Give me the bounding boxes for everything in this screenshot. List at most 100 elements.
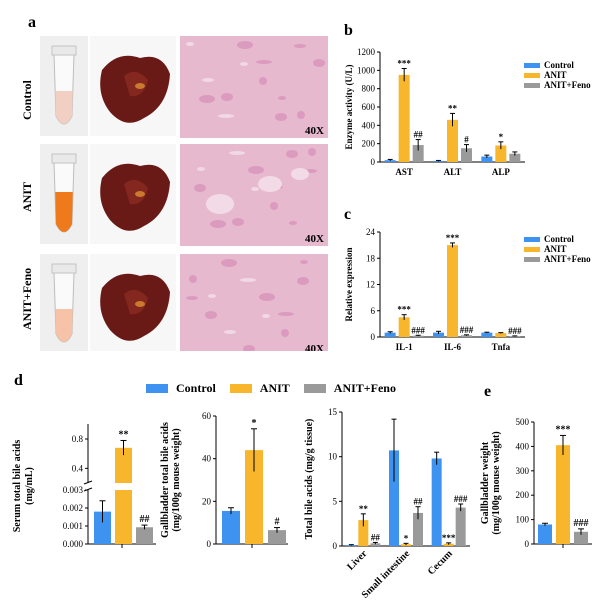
bar-control [481, 332, 493, 337]
significance-mark: ** [119, 429, 129, 440]
significance-mark: *** [556, 424, 571, 435]
y-tick-label: 1000 [357, 65, 376, 75]
histology-texture [199, 95, 215, 103]
magnification-label: 40X [305, 233, 324, 245]
bar-anit-feno [461, 148, 472, 162]
significance-mark: ## [414, 497, 424, 507]
tube-cap [51, 45, 77, 56]
significance-mark: ## [140, 514, 150, 525]
y-tick-label: 200 [362, 139, 376, 149]
legend-swatch [524, 247, 540, 252]
liver-lobe-highlight [124, 71, 148, 97]
histology-texture [229, 151, 245, 155]
histology-texture [289, 221, 297, 225]
y-tick-label: 0.8 [72, 434, 84, 444]
panel-c-letter: c [344, 206, 352, 223]
histology-texture [308, 148, 316, 156]
gallbladder [135, 191, 145, 197]
histology-texture [221, 93, 233, 101]
y-tick-label: 0.4 [72, 463, 84, 473]
legend-swatch [524, 257, 540, 262]
bar-anit-feno [455, 507, 466, 546]
bar-anit-feno [370, 543, 381, 546]
y-tick-label: 6 [371, 306, 376, 316]
y-tick-label: 5 [333, 496, 338, 506]
x-tick-label: Cecum [426, 548, 455, 577]
bar-anit-feno [268, 530, 286, 544]
bar-anit [447, 119, 458, 162]
y-axis-label: Gallbladder weight [480, 441, 491, 524]
significance-mark: *** [397, 305, 411, 315]
tube-serum [55, 192, 73, 232]
y-tick-label: 0.002 [63, 503, 83, 513]
histology-texture [221, 259, 237, 267]
bar-anit-feno [574, 531, 588, 544]
histology-texture [243, 345, 255, 351]
histology-texture [278, 96, 286, 100]
liver-lobe-highlight [124, 179, 148, 205]
significance-mark: ** [359, 504, 369, 514]
legend-label: Control [544, 234, 574, 244]
significance-mark: ### [508, 326, 522, 336]
significance-mark: * [252, 418, 257, 429]
histology-texture [275, 113, 287, 121]
bar-anit-feno [461, 335, 472, 337]
legend-swatch-feno [303, 384, 326, 393]
y-tick-label: 60 [202, 411, 212, 421]
histology-texture [259, 77, 267, 85]
magnification-label: 40X [305, 343, 324, 351]
bar-anit [398, 317, 410, 337]
y-axis-label: Enzyme activity (U/L) [344, 65, 354, 150]
tube-serum [55, 91, 73, 124]
histology-image [180, 254, 328, 351]
chart-e-gallbladder-weight: 0 100 200 300 400 500 Gallbladder weight (mg/10… [480, 417, 592, 549]
bar-anit [401, 544, 411, 546]
bar-anit [358, 520, 369, 546]
histology-texture [232, 218, 244, 226]
legend-swatch [524, 237, 540, 242]
y-tick-label: 400 [362, 120, 376, 130]
legend-label-anit: ANIT [259, 381, 290, 395]
y-tick-label: 300 [516, 466, 530, 476]
bar-anit [556, 445, 570, 544]
legend-swatch-control [146, 384, 168, 393]
y-axis-label: Relative expression [344, 247, 354, 321]
liver-lobe-highlight [124, 289, 148, 315]
histology-texture [248, 166, 264, 174]
bar-anit [495, 145, 507, 162]
histology-texture [259, 293, 275, 301]
histology-texture [197, 167, 205, 171]
histology-lesion [258, 176, 282, 192]
x-tick-label: IL-1 [396, 342, 414, 352]
bar-anit-feno [509, 336, 521, 337]
histology-lesion [291, 168, 309, 180]
histology-texture [210, 220, 226, 228]
y-axis-label: Gallbladder total bile acids [160, 422, 171, 538]
histology-texture [186, 296, 198, 300]
magnification-label: 40X [305, 125, 324, 137]
y-tick-label: 800 [362, 84, 376, 94]
bar-control [538, 524, 552, 544]
y-axis-label: Serum total bile acids [12, 440, 23, 533]
y-tick-label: 400 [516, 441, 530, 451]
y-tick-label: 12 [366, 280, 375, 290]
y-axis-label: (mg/100g mouse weight) [491, 431, 502, 534]
bar-anit [115, 447, 132, 483]
legend-swatch [524, 63, 540, 68]
y-axis-label: Total bile acids (mg/g tissue) [304, 419, 315, 540]
bar-anit-feno [412, 335, 424, 337]
x-tick-label: Tnfa [492, 342, 511, 352]
panel-a-letter: a [28, 14, 36, 31]
histology-texture [186, 42, 194, 46]
histology-texture [262, 314, 270, 318]
histology-texture [251, 187, 259, 191]
histology-texture [205, 311, 217, 319]
bar-control [433, 332, 444, 337]
significance-mark: *** [446, 233, 460, 243]
significance-mark: * [499, 132, 504, 142]
histology-texture [224, 330, 236, 334]
y-tick-label: 10 [328, 452, 338, 462]
bar-anit [447, 245, 458, 337]
